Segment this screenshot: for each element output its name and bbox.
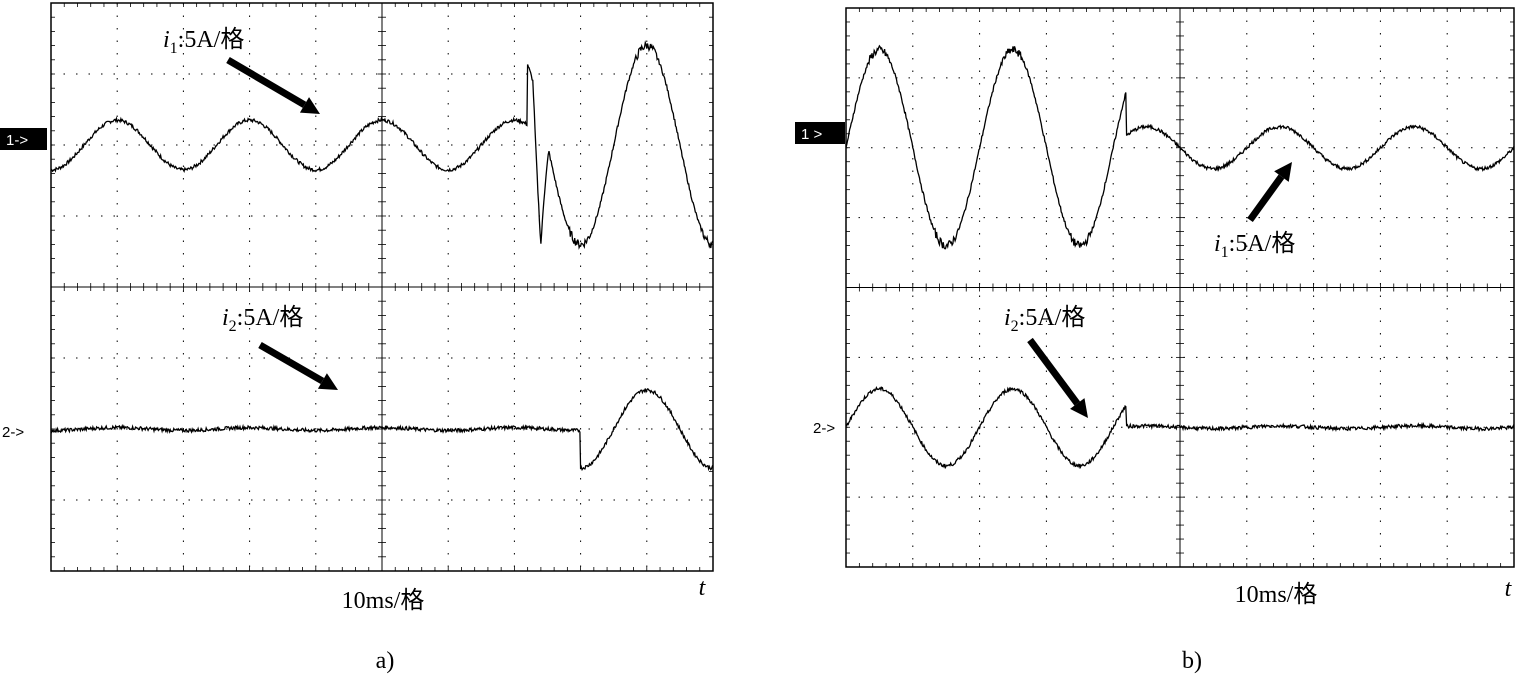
annotation-arrow-2 — [258, 341, 338, 390]
channel-2-marker: 2-> — [2, 424, 24, 441]
panel-a: 1-> i1:5A/格 2-> i2:5A/格 10ms/格 t a) — [0, 2, 714, 674]
minor-ticks — [51, 3, 713, 571]
channel-2-scale-annotation: i2:5A/格 — [222, 304, 303, 335]
trace-channel-1 — [845, 44, 1515, 250]
channel-1-marker: 1 > — [801, 126, 823, 143]
trace-channel-1 — [50, 40, 714, 250]
panel-b: 1 > i1:5A/格 2-> i2:5A/格 10ms/格 t b) — [795, 7, 1515, 674]
channel-1-marker-box — [795, 122, 845, 144]
channel-1-scale-annotation: i1:5A/格 — [1214, 230, 1295, 261]
time-scale-label: 10ms/格 — [1235, 581, 1318, 608]
panel-label: b) — [1182, 648, 1202, 674]
channel-2-scale-annotation: i2:5A/格 — [1004, 304, 1085, 335]
channel-2-marker: 2-> — [813, 420, 835, 437]
trace-channel-2 — [845, 386, 1515, 470]
channel-1-marker: 1-> — [6, 132, 28, 149]
time-scale-label: 10ms/格 — [342, 587, 425, 614]
annotation-arrow-1 — [226, 56, 320, 114]
channel-1-scale-annotation: i1:5A/格 — [163, 26, 244, 57]
channel-1-marker-box — [0, 128, 47, 150]
x-axis-label: t — [1505, 576, 1513, 602]
x-axis-label: t — [699, 575, 707, 601]
panel-label: a) — [376, 648, 395, 674]
trace-channel-2 — [50, 388, 714, 472]
annotation-arrow-2 — [1027, 337, 1088, 418]
annotation-arrow-1 — [1247, 162, 1292, 223]
